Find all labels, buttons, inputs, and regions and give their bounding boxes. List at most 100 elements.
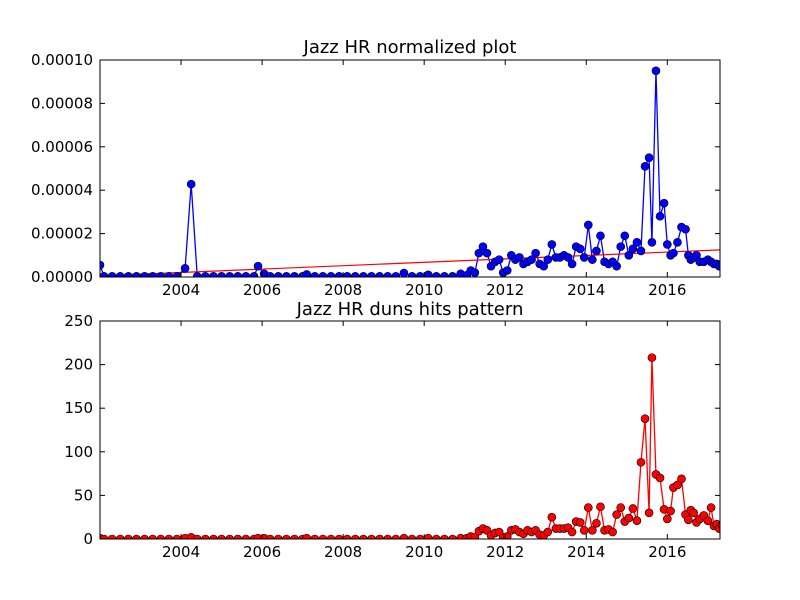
- data-point: [543, 527, 553, 537]
- data-point: [666, 506, 675, 516]
- data-point: [616, 503, 626, 512]
- data-point: [132, 534, 141, 539]
- data-point: [350, 272, 360, 277]
- data-point: [494, 255, 504, 264]
- data-point: [209, 272, 218, 277]
- data-point: [124, 534, 133, 539]
- data-point: [399, 533, 409, 539]
- data-point: [407, 534, 417, 539]
- data-point: [448, 272, 457, 277]
- data-point: [703, 516, 713, 525]
- data-point: [225, 534, 234, 539]
- data-point: [391, 272, 401, 277]
- data-point: [724, 530, 732, 538]
- data-point: [432, 534, 441, 539]
- data-point: [592, 246, 601, 256]
- data-point: [172, 534, 182, 539]
- data-point: [706, 503, 716, 512]
- data-point: [241, 272, 251, 277]
- data-point: [612, 510, 621, 519]
- data-point: [628, 504, 638, 513]
- data-point: [326, 534, 336, 539]
- data-point: [383, 272, 393, 277]
- data-point: [274, 272, 283, 277]
- data-point: [375, 534, 384, 539]
- data-point: [677, 474, 686, 484]
- data-point: [608, 527, 617, 537]
- data-point: [730, 262, 738, 270]
- x-tick-label: 2008: [324, 281, 362, 299]
- data-point: [567, 259, 577, 269]
- data-point: [663, 514, 672, 524]
- data-point: [575, 518, 585, 527]
- data-point: [632, 516, 642, 525]
- plot-frame: [99, 320, 721, 540]
- x-tick-label: 2010: [405, 543, 443, 561]
- data-point: [318, 272, 328, 277]
- data-point: [673, 480, 682, 490]
- data-point: [724, 264, 732, 272]
- data-point: [282, 534, 291, 539]
- data-point: [423, 533, 433, 539]
- data-point: [241, 534, 251, 539]
- y-tick-label: 50: [74, 486, 93, 504]
- data-point: [575, 244, 585, 254]
- data-point: [318, 534, 328, 539]
- data-point: [342, 534, 352, 539]
- data-point: [655, 211, 665, 221]
- y-tick-label: 0.00002: [31, 225, 93, 243]
- data-point: [326, 272, 336, 277]
- data-point: [310, 534, 320, 539]
- data-point: [547, 512, 557, 522]
- data-point: [659, 198, 669, 208]
- data-point: [334, 272, 344, 277]
- x-tick-label: 2008: [324, 543, 362, 561]
- data-point: [375, 272, 384, 277]
- data-point: [290, 534, 299, 539]
- data-point: [527, 255, 536, 264]
- data-point: [265, 272, 275, 277]
- chart-marks: [100, 66, 738, 277]
- x-tick-label: 2006: [243, 543, 281, 561]
- data-point: [583, 220, 593, 230]
- data-point: [359, 272, 368, 277]
- x-tick-label: 2004: [162, 281, 200, 299]
- data-point: [367, 272, 376, 277]
- data-point: [727, 526, 735, 534]
- y-tick-label: 0.00008: [31, 94, 93, 112]
- data-point: [547, 240, 557, 249]
- data-point: [249, 272, 259, 277]
- x-tick-label: 2012: [486, 543, 524, 561]
- data-point: [632, 237, 642, 247]
- data-point: [440, 272, 449, 277]
- data-point: [415, 272, 425, 277]
- data-point: [217, 272, 226, 277]
- data-point: [140, 534, 149, 539]
- data-point: [721, 522, 729, 530]
- data-point: [310, 272, 320, 277]
- x-tick-label: 2004: [162, 543, 200, 561]
- data-point: [423, 270, 433, 277]
- y-tick-label: 250: [64, 312, 93, 330]
- data-point: [359, 534, 368, 539]
- data-point: [186, 179, 196, 189]
- data-point: [669, 248, 678, 258]
- data-point: [531, 248, 540, 258]
- data-point: [282, 272, 291, 277]
- data-point: [156, 272, 166, 277]
- data-point: [156, 534, 166, 539]
- data-point: [440, 534, 449, 539]
- data-point: [342, 272, 352, 277]
- data-point: [628, 244, 638, 254]
- data-point: [100, 260, 105, 270]
- x-tick-label: 2014: [567, 281, 605, 299]
- data-point: [415, 534, 425, 539]
- data-point: [100, 534, 109, 539]
- y-tick-label: 0: [83, 530, 93, 548]
- data-point: [636, 246, 646, 256]
- data-point: [616, 242, 626, 251]
- data-point: [225, 272, 234, 277]
- data-point: [563, 253, 573, 262]
- data-point: [515, 253, 524, 262]
